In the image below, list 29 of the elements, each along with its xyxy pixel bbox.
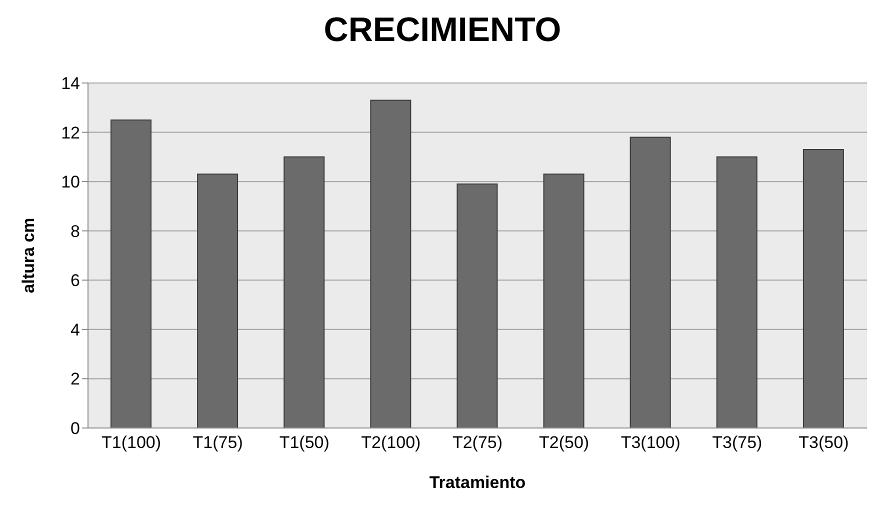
bar [716,156,758,428]
y-tick-label: 10 [61,172,80,192]
x-tick-label: T3(75) [712,433,762,452]
x-tick-label: T1(75) [192,433,243,452]
bar [110,119,152,428]
bar [543,174,584,428]
bar [456,184,498,428]
x-tick-label: T2(50) [539,433,590,452]
x-tick-label: T1(100) [102,433,162,452]
bar [370,100,412,428]
x-tick-label: T3(100) [620,433,680,452]
bar [630,136,671,428]
y-tick-label: 6 [70,271,80,290]
x-tick-label: T1(50) [279,433,330,452]
bar [802,149,844,428]
x-tick-label: T3(50) [798,433,849,452]
y-tick-label: 2 [70,370,80,389]
y-tick-label: 4 [70,320,80,340]
x-tick-label: T2(100) [361,433,421,452]
bar [197,174,238,428]
y-tick-label: 8 [70,222,80,241]
y-axis-title: altura cm [19,218,38,294]
y-tick-label: 0 [70,419,80,438]
y-tick-label: 12 [61,123,80,142]
chart-title: CRECIMIENTO [322,10,562,51]
y-tick-label: 14 [61,74,80,94]
bar [284,156,325,428]
x-axis-title: Tratamiento [429,473,526,492]
x-tick-label: T2(75) [452,433,503,452]
